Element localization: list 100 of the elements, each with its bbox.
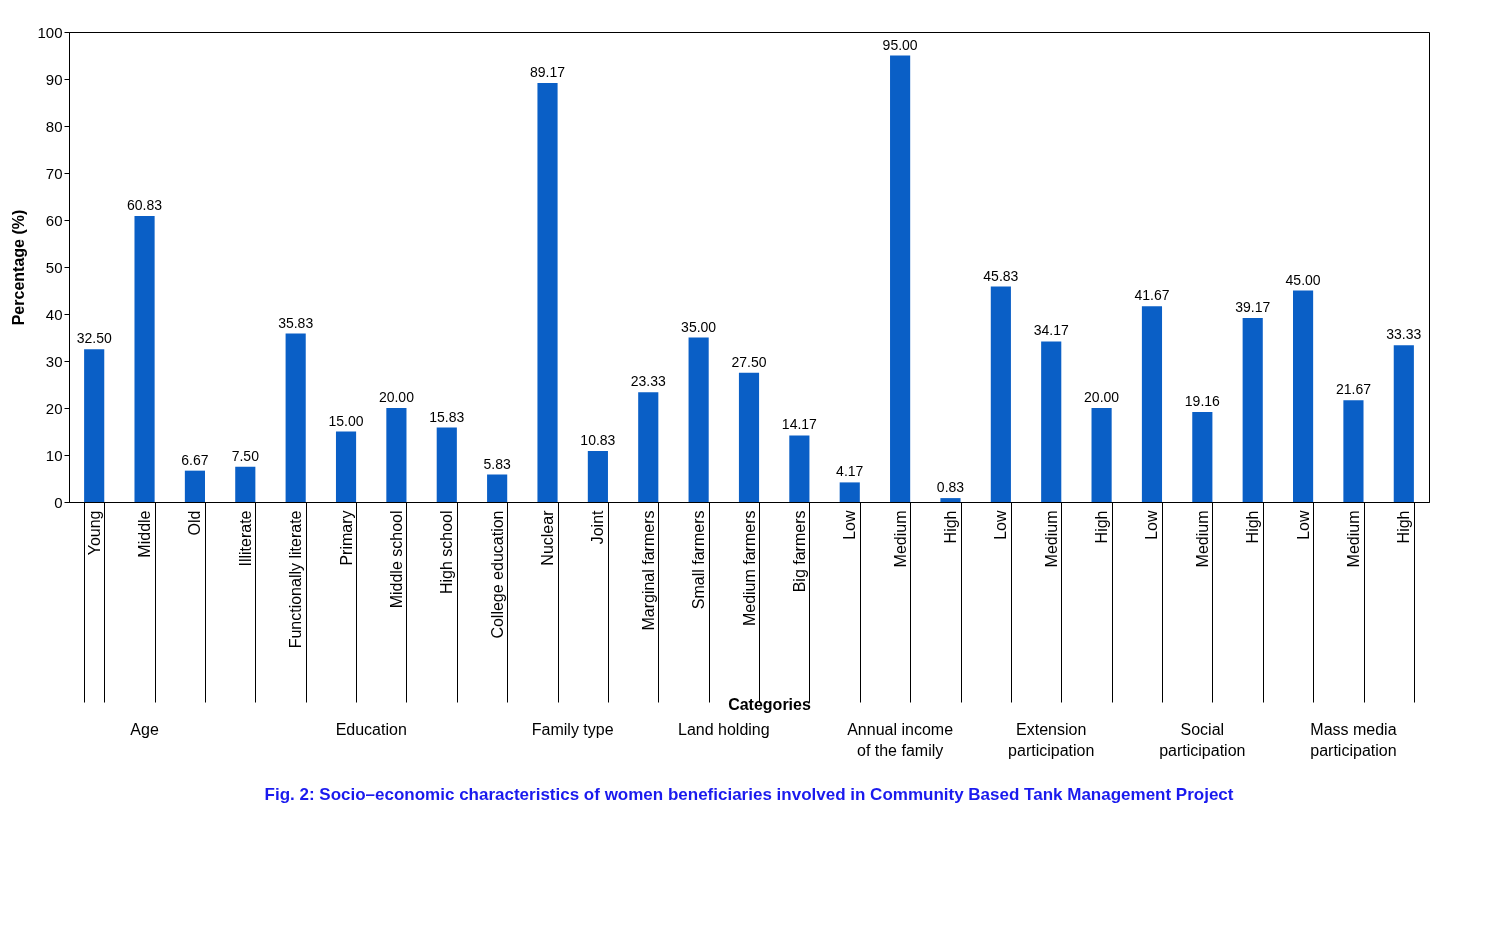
- text: Social participation: [1159, 721, 1246, 759]
- data-label: 60.83: [127, 197, 163, 214]
- x-tick-label: Small farmers: [690, 510, 708, 610]
- x-tick-label: Illiterate: [236, 510, 254, 567]
- bar: [839, 482, 860, 502]
- data-label: 15.83: [429, 408, 465, 425]
- bar: [1141, 306, 1163, 502]
- x-tick-label: Nuclear: [539, 509, 557, 566]
- bar: [1293, 290, 1314, 502]
- x-tick-label: Joint: [589, 509, 607, 545]
- bar: [134, 216, 155, 502]
- bar: [235, 466, 256, 502]
- bar: [1091, 408, 1112, 502]
- data-label: 6.67: [181, 451, 209, 468]
- bar: [990, 286, 1011, 502]
- data-label: 34.17: [1033, 322, 1069, 339]
- x-tick-label: Medium farmers: [740, 510, 758, 627]
- text: Fig. 2: Socio–economic characteristics of women beneficiaries involved in Community Based Tank Management Project: [264, 785, 1234, 804]
- x-tick-label: Medium: [891, 510, 909, 568]
- y-tick-label: 0: [54, 493, 63, 511]
- bar: [738, 372, 760, 502]
- text: Age: [130, 721, 159, 738]
- bar: [487, 474, 508, 502]
- bar: [1192, 411, 1213, 502]
- x-tick-label: Low: [841, 510, 859, 540]
- bar: [1393, 345, 1414, 502]
- data-label: 15.00: [328, 412, 364, 429]
- bar: [84, 349, 105, 502]
- data-label: 41.67: [1134, 287, 1170, 304]
- text: Annual income of the family: [847, 721, 954, 759]
- data-label: 95.00: [882, 36, 918, 53]
- y-tick-label: 60: [45, 211, 63, 229]
- text: Education: [335, 721, 407, 738]
- bar: [436, 427, 457, 502]
- data-label: 89.17: [530, 63, 566, 80]
- data-label: 35.83: [278, 314, 314, 331]
- data-label: 20.00: [378, 389, 415, 405]
- bar: [1041, 341, 1062, 502]
- x-tick-label: High school: [438, 510, 456, 595]
- x-tick-label: Young: [85, 510, 103, 556]
- data-label: 4.17: [836, 463, 864, 480]
- x-tick-label: Primary: [337, 510, 355, 566]
- bar: [335, 431, 357, 502]
- x-tick-label: College education: [488, 510, 506, 639]
- bar: [537, 82, 558, 502]
- x-tick-label: High: [1395, 510, 1413, 544]
- y-tick-label: 90: [45, 70, 63, 88]
- bar: [688, 337, 709, 502]
- bar: [1343, 400, 1364, 502]
- y-tick-label: 70: [45, 164, 63, 182]
- data-label: 45.00: [1285, 271, 1321, 288]
- data-label: 32.50: [76, 330, 112, 347]
- bar: [587, 451, 608, 502]
- y-tick-label: 100: [37, 23, 63, 41]
- x-tick-label: Medium: [1344, 510, 1362, 568]
- x-tick-label: Big farmers: [790, 510, 808, 593]
- bar: [890, 55, 911, 502]
- y-tick-label: 80: [45, 117, 63, 135]
- data-label: 14.17: [781, 416, 818, 433]
- data-label: 27.50: [731, 353, 767, 370]
- bar: [184, 470, 205, 502]
- data-label: 10.83: [580, 432, 616, 449]
- bar: [386, 408, 407, 502]
- x-tick-label: Middle: [136, 510, 154, 558]
- text: Extension participation: [1008, 721, 1095, 759]
- data-label: 0.83: [936, 479, 965, 496]
- x-axis-title: Categories: [728, 695, 811, 713]
- data-label: 23.33: [630, 373, 666, 390]
- x-tick-label: Functionally literate: [287, 510, 305, 649]
- x-tick-label: Marginal farmers: [639, 510, 657, 631]
- x-tick-label: High: [941, 510, 959, 544]
- data-label: 19.16: [1184, 392, 1221, 409]
- y-tick-label: 30: [45, 352, 63, 370]
- data-label: 39.17: [1235, 298, 1271, 315]
- data-label: 7.50: [231, 447, 260, 464]
- x-tick-label: Low: [1143, 510, 1161, 540]
- text: Mass media participation: [1310, 721, 1397, 759]
- x-tick-label: Low: [992, 510, 1010, 540]
- data-label: 45.83: [983, 267, 1019, 284]
- data-label: 21.67: [1335, 381, 1372, 398]
- x-tick-label: Old: [186, 510, 204, 536]
- y-tick-label: 10: [45, 446, 63, 464]
- y-tick-label: 20: [45, 399, 63, 417]
- x-tick-label: Low: [1294, 510, 1312, 540]
- data-label: 5.83: [483, 455, 511, 472]
- data-label: 20.00: [1084, 389, 1120, 405]
- text: Family type: [531, 721, 614, 738]
- x-tick-label: Medium: [1193, 510, 1211, 568]
- bar: [940, 498, 961, 502]
- x-tick-label: Middle school: [387, 510, 405, 609]
- bar: [285, 333, 306, 502]
- bar: [789, 435, 810, 502]
- data-label: 33.33: [1386, 326, 1422, 343]
- bar: [638, 392, 659, 502]
- text: Land holding: [677, 721, 770, 738]
- data-label: 35.00: [681, 318, 717, 335]
- x-tick-label: High: [1244, 510, 1262, 544]
- bar: [1242, 317, 1263, 502]
- y-tick-label: 40: [45, 305, 63, 323]
- x-tick-label: High: [1093, 510, 1111, 544]
